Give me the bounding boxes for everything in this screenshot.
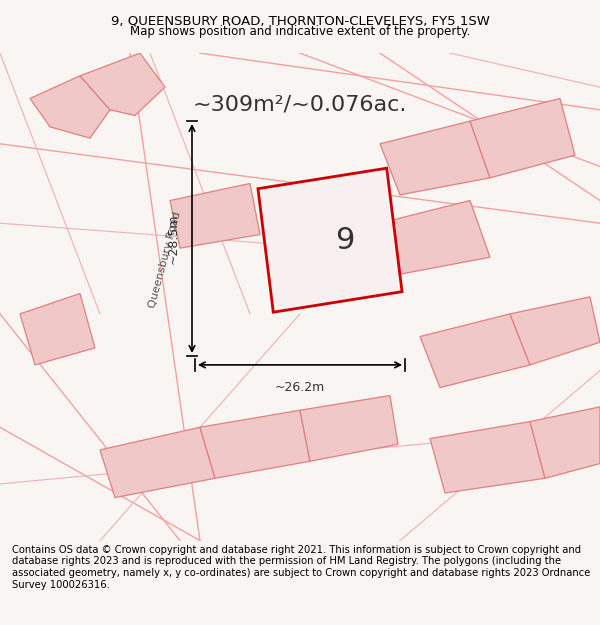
Polygon shape xyxy=(30,76,110,138)
Text: 9, QUEENSBURY ROAD, THORNTON-CLEVELEYS, FY5 1SW: 9, QUEENSBURY ROAD, THORNTON-CLEVELEYS, … xyxy=(110,15,490,28)
Text: Map shows position and indicative extent of the property.: Map shows position and indicative extent… xyxy=(130,25,470,38)
Polygon shape xyxy=(530,407,600,478)
Polygon shape xyxy=(510,297,600,365)
Polygon shape xyxy=(258,168,402,312)
Polygon shape xyxy=(470,99,575,178)
Polygon shape xyxy=(380,121,490,195)
Polygon shape xyxy=(420,314,530,388)
Polygon shape xyxy=(20,294,95,365)
Text: ~309m²/~0.076ac.: ~309m²/~0.076ac. xyxy=(193,94,407,114)
Text: ~28.5m: ~28.5m xyxy=(167,213,180,264)
Polygon shape xyxy=(80,53,165,116)
Polygon shape xyxy=(170,184,260,248)
Polygon shape xyxy=(430,422,545,493)
Text: ~26.2m: ~26.2m xyxy=(275,381,325,394)
Polygon shape xyxy=(380,201,490,274)
Polygon shape xyxy=(100,428,215,498)
Text: 9: 9 xyxy=(335,226,355,255)
Text: Queensbury Road: Queensbury Road xyxy=(148,210,182,309)
Polygon shape xyxy=(300,396,398,461)
Text: Contains OS data © Crown copyright and database right 2021. This information is : Contains OS data © Crown copyright and d… xyxy=(12,545,590,589)
Polygon shape xyxy=(200,410,310,478)
